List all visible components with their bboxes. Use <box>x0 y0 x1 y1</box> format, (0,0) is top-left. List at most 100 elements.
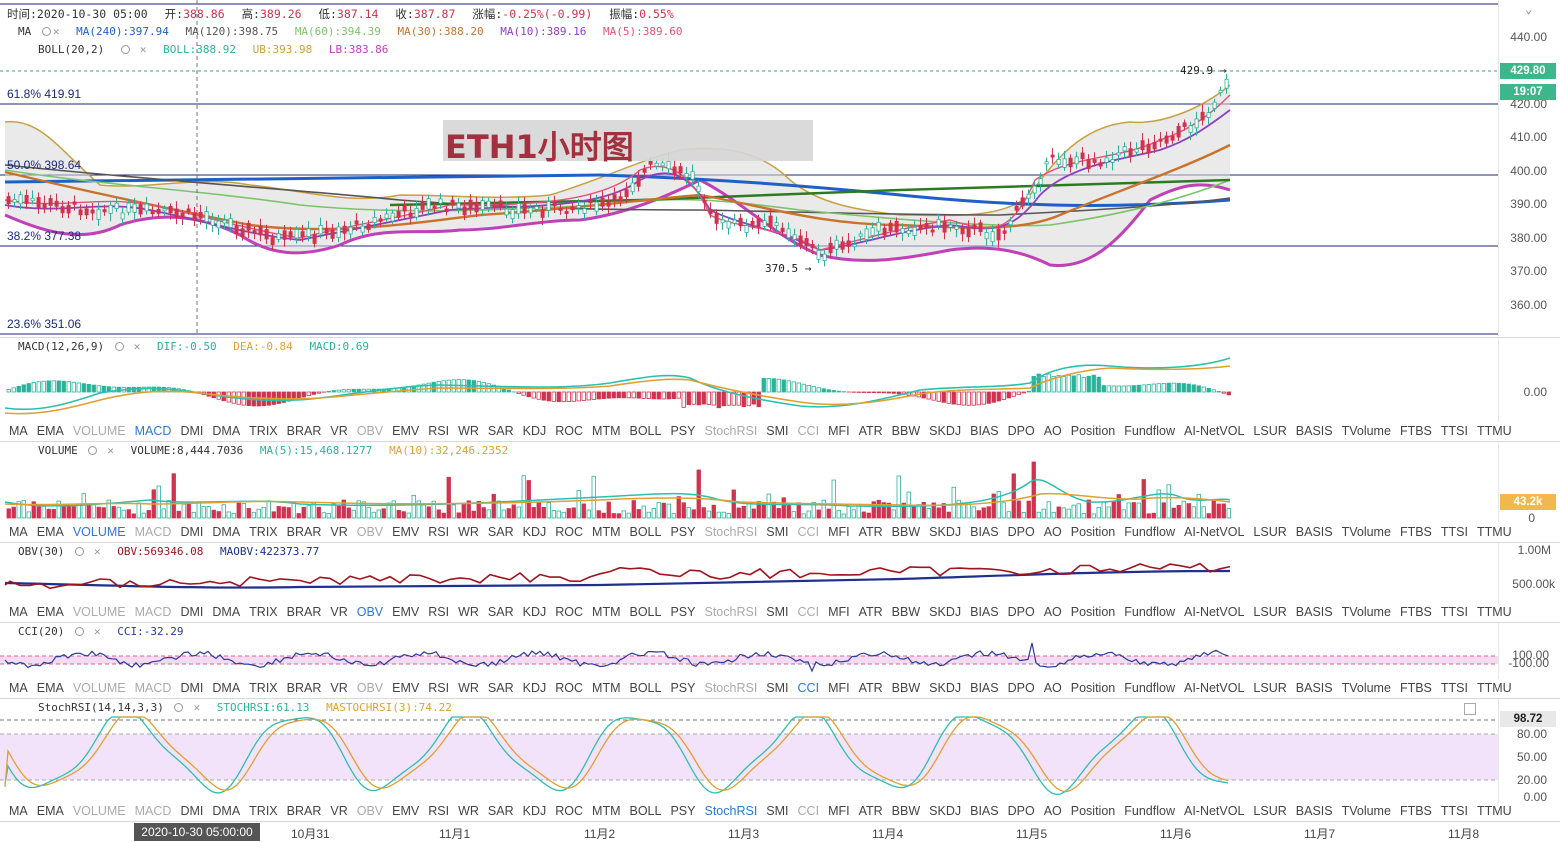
gear-icon[interactable] <box>120 45 130 54</box>
indicator-tab-bbw[interactable]: BBW <box>891 804 921 818</box>
indicator-tab-dma[interactable]: DMA <box>212 605 241 619</box>
close-icon[interactable]: ✕ <box>193 701 201 714</box>
indicator-tab-wr[interactable]: WR <box>458 424 479 438</box>
indicator-tab-cci[interactable]: CCI <box>797 681 820 695</box>
indicator-tab-ttmu[interactable]: TTMU <box>1476 424 1512 438</box>
indicator-tab-rsi[interactable]: RSI <box>428 804 450 818</box>
indicator-tab-smi[interactable]: SMI <box>766 605 789 619</box>
indicator-tab-dpo[interactable]: DPO <box>1007 681 1035 695</box>
indicator-tab-psy[interactable]: PSY <box>670 681 696 695</box>
indicator-tab-brar[interactable]: BRAR <box>286 605 322 619</box>
indicator-tab-dpo[interactable]: DPO <box>1007 424 1035 438</box>
indicator-tab-obv[interactable]: OBV <box>356 525 384 539</box>
macd-axis[interactable]: 0.00 <box>1498 338 1560 422</box>
price-axis[interactable]: ⌄ 440.00 420.00 410.00 400.00 390.00 380… <box>1498 0 1560 336</box>
indicator-tab-dma[interactable]: DMA <box>212 424 241 438</box>
indicator-tab-atr[interactable]: ATR <box>858 525 883 539</box>
collapse-chevron-icon[interactable]: ⌄ <box>1525 2 1533 16</box>
indicator-tab-ttmu[interactable]: TTMU <box>1476 525 1512 539</box>
indicator-tab-kdj[interactable]: KDJ <box>522 605 547 619</box>
indicator-tab-rsi[interactable]: RSI <box>428 605 450 619</box>
indicator-tab-boll[interactable]: BOLL <box>629 424 662 438</box>
indicator-tab-emv[interactable]: EMV <box>392 605 420 619</box>
indicator-tab-position[interactable]: Position <box>1070 525 1116 539</box>
close-icon[interactable]: ✕ <box>139 43 147 56</box>
indicator-tab-kdj[interactable]: KDJ <box>522 804 547 818</box>
indicator-tab-atr[interactable]: ATR <box>858 424 883 438</box>
indicator-tab-mtm[interactable]: MTM <box>592 424 621 438</box>
indicator-tab-kdj[interactable]: KDJ <box>522 424 547 438</box>
indicator-tab-basis[interactable]: BASIS <box>1295 804 1333 818</box>
indicator-tab-ao[interactable]: AO <box>1043 525 1062 539</box>
indicator-tab-fundflow[interactable]: Fundflow <box>1124 605 1175 619</box>
indicator-tab-dpo[interactable]: DPO <box>1007 525 1035 539</box>
indicator-tab-ttmu[interactable]: TTMU <box>1476 605 1512 619</box>
indicator-tab-stochrsi[interactable]: StochRSI <box>704 605 758 619</box>
indicator-tab-wr[interactable]: WR <box>458 605 479 619</box>
indicator-tab-lsur[interactable]: LSUR <box>1253 424 1287 438</box>
indicator-tab-sar[interactable]: SAR <box>487 424 514 438</box>
indicator-tab-ttsi[interactable]: TTSI <box>1440 605 1468 619</box>
indicator-tab-skdj[interactable]: SKDJ <box>929 525 962 539</box>
indicator-tab-bias[interactable]: BIAS <box>970 424 999 438</box>
indicator-tab-trix[interactable]: TRIX <box>249 424 278 438</box>
indicator-tab-mfi[interactable]: MFI <box>828 525 850 539</box>
indicator-tab-lsur[interactable]: LSUR <box>1253 681 1287 695</box>
indicator-tab-vr[interactable]: VR <box>330 605 348 619</box>
obv-axis[interactable]: 1.00M 500.00k <box>1498 543 1560 603</box>
indicator-tab-ai-netvol[interactable]: AI-NetVOL <box>1183 681 1245 695</box>
volume-pane[interactable]: VOLUME ✕ VOLUME:8,444.7036 MA(5):15,468.… <box>0 442 1498 522</box>
gear-icon[interactable] <box>174 703 184 712</box>
indicator-tab-atr[interactable]: ATR <box>858 681 883 695</box>
indicator-tab-ema[interactable]: EMA <box>36 424 64 438</box>
indicator-tab-ema[interactable]: EMA <box>36 525 64 539</box>
indicator-tab-ai-netvol[interactable]: AI-NetVOL <box>1183 525 1245 539</box>
indicator-tab-fundflow[interactable]: Fundflow <box>1124 804 1175 818</box>
stochrsi-pane[interactable]: StochRSI(14,14,3,3) ✕ STOCHRSI:61.13 MAS… <box>0 699 1498 803</box>
indicator-tab-mfi[interactable]: MFI <box>828 804 850 818</box>
indicator-tab-bbw[interactable]: BBW <box>891 525 921 539</box>
indicator-tab-vr[interactable]: VR <box>330 525 348 539</box>
indicator-tab-atr[interactable]: ATR <box>858 605 883 619</box>
indicator-tab-dmi[interactable]: DMI <box>180 424 204 438</box>
indicator-tab-dmi[interactable]: DMI <box>180 605 204 619</box>
indicator-tab-lsur[interactable]: LSUR <box>1253 804 1287 818</box>
indicator-tab-ttmu[interactable]: TTMU <box>1476 804 1512 818</box>
indicator-tab-trix[interactable]: TRIX <box>249 804 278 818</box>
indicator-tab-ttsi[interactable]: TTSI <box>1440 525 1468 539</box>
indicator-tab-ao[interactable]: AO <box>1043 424 1062 438</box>
indicator-tab-ma[interactable]: MA <box>9 804 28 818</box>
expand-icon[interactable] <box>1464 703 1476 715</box>
indicator-tab-macd[interactable]: MACD <box>134 605 172 619</box>
indicator-tab-ao[interactable]: AO <box>1043 804 1062 818</box>
gear-icon[interactable] <box>74 627 84 636</box>
gear-icon[interactable] <box>114 342 124 351</box>
gear-icon[interactable] <box>74 547 84 556</box>
indicator-tab-dmi[interactable]: DMI <box>180 804 204 818</box>
indicator-tab-brar[interactable]: BRAR <box>286 681 322 695</box>
indicator-tab-cci[interactable]: CCI <box>797 424 820 438</box>
indicator-tab-fundflow[interactable]: Fundflow <box>1124 681 1175 695</box>
indicator-tab-emv[interactable]: EMV <box>392 424 420 438</box>
indicator-tab-ai-netvol[interactable]: AI-NetVOL <box>1183 605 1245 619</box>
obv-pane[interactable]: OBV(30) ✕ OBV:569346.08 MAOBV:422373.77 <box>0 543 1498 603</box>
indicator-tab-tvolume[interactable]: TVolume <box>1341 681 1391 695</box>
indicator-tab-ftbs[interactable]: FTBS <box>1399 804 1432 818</box>
indicator-tab-emv[interactable]: EMV <box>392 525 420 539</box>
indicator-tab-ao[interactable]: AO <box>1043 681 1062 695</box>
close-icon[interactable]: ✕ <box>52 25 60 38</box>
indicator-tab-bias[interactable]: BIAS <box>970 681 999 695</box>
indicator-tab-cci[interactable]: CCI <box>797 525 820 539</box>
indicator-tab-vr[interactable]: VR <box>330 804 348 818</box>
indicator-tab-trix[interactable]: TRIX <box>249 605 278 619</box>
indicator-tab-mfi[interactable]: MFI <box>828 681 850 695</box>
indicator-tab-smi[interactable]: SMI <box>766 681 789 695</box>
price-pane[interactable]: 时间:2020-10-30 05:00 开:388.86 高:389.26 低:… <box>0 0 1498 336</box>
indicator-tab-position[interactable]: Position <box>1070 804 1116 818</box>
indicator-tab-macd[interactable]: MACD <box>134 525 172 539</box>
indicator-tab-ttsi[interactable]: TTSI <box>1440 804 1468 818</box>
indicator-tab-ema[interactable]: EMA <box>36 681 64 695</box>
indicator-tab-mtm[interactable]: MTM <box>592 605 621 619</box>
indicator-tab-dma[interactable]: DMA <box>212 804 241 818</box>
indicator-tab-ftbs[interactable]: FTBS <box>1399 424 1432 438</box>
